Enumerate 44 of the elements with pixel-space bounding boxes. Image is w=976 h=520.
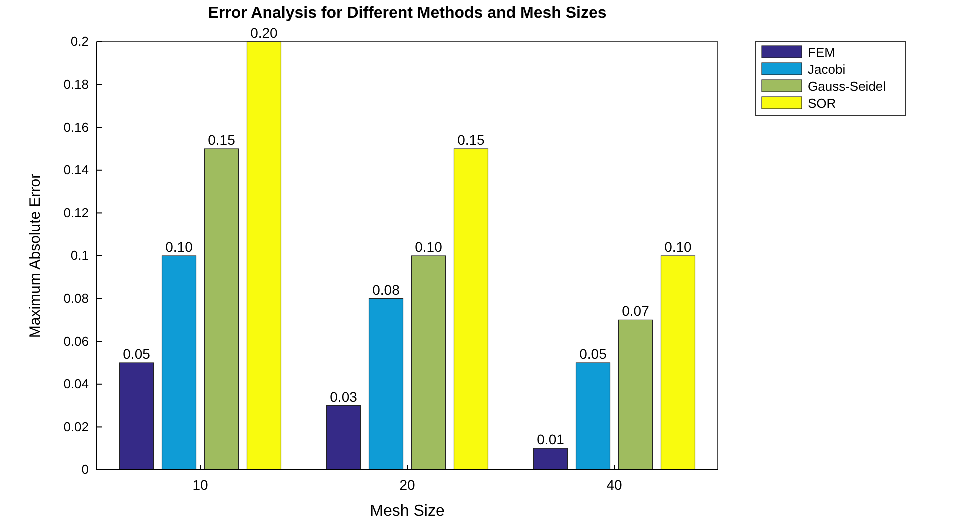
legend-label: FEM (808, 45, 836, 60)
x-tick-label: 10 (192, 476, 208, 493)
data-label: 0.08 (372, 282, 400, 298)
x-axis-title: Mesh Size (370, 503, 445, 520)
y-tick-label: 0.04 (64, 376, 89, 392)
data-label: 0.20 (250, 25, 278, 41)
y-tick-label: 0.12 (64, 205, 89, 220)
bar (368, 298, 404, 470)
y-axis-title: Maximum Absolute Error (27, 174, 44, 338)
bar (119, 362, 154, 470)
y-tick-label: 0.2 (70, 34, 89, 50)
data-label: 0.05 (123, 346, 151, 362)
y-tick-label: 0.14 (64, 162, 89, 178)
data-label: 0.15 (208, 132, 236, 148)
data-label: 0.15 (458, 132, 486, 148)
x-tick-label: 20 (400, 476, 416, 493)
bar (618, 320, 654, 470)
y-tick-label: 0.16 (64, 120, 89, 135)
x-tick-label: 40 (606, 476, 622, 493)
legend-label: SOR (808, 96, 836, 111)
bar (326, 406, 362, 470)
data-label: 0.07 (622, 303, 650, 320)
bar (162, 256, 197, 470)
bar (204, 148, 240, 470)
data-label: 0.01 (537, 432, 565, 448)
data-label: 0.10 (415, 239, 443, 255)
legend-label: Gauss-Seidel (808, 79, 886, 94)
y-tick-label: 0 (82, 462, 89, 478)
y-tick-label: 0.02 (64, 419, 89, 434)
y-tick-label: 0.08 (64, 290, 89, 306)
data-label: 0.10 (664, 239, 692, 255)
bar (660, 256, 696, 470)
y-tick-label: 0.06 (64, 334, 89, 349)
bar (533, 448, 568, 470)
data-label: 0.10 (166, 239, 194, 255)
y-tick-label: 0.18 (64, 76, 89, 92)
chart-title: Error Analysis for Different Methods and Mesh Sizes (208, 5, 607, 22)
data-label: 0.03 (330, 388, 358, 405)
data-label: 0.05 (580, 346, 608, 362)
bar (454, 148, 489, 470)
legend-label: Jacobi (808, 62, 846, 77)
bar (411, 256, 446, 470)
bar (576, 362, 611, 470)
y-tick-label: 0.1 (70, 248, 89, 264)
